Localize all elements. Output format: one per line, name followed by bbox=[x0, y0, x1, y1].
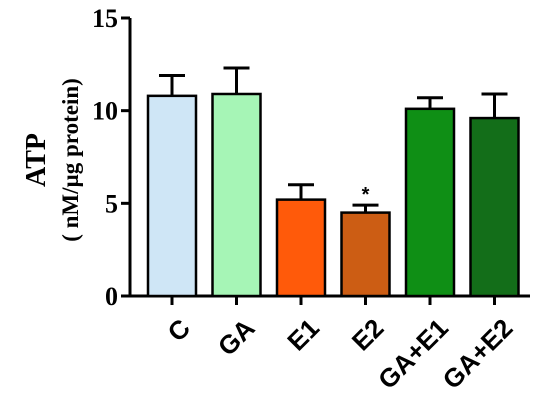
bar-e1 bbox=[275, 198, 327, 298]
bar-c bbox=[146, 94, 198, 298]
y-tick-label: 0 bbox=[105, 282, 118, 311]
y-axis: 0 5 10 15 bbox=[92, 4, 132, 311]
x-tick-label: C bbox=[162, 313, 197, 348]
x-tick-label: E2 bbox=[346, 313, 390, 357]
y-tick-label: 5 bbox=[105, 189, 118, 218]
x-tick-label: E1 bbox=[281, 313, 325, 357]
bar-ga bbox=[211, 92, 262, 298]
x-tick-label: GA+E2 bbox=[437, 313, 519, 395]
y-axis-unit: ( nM/µg protein) bbox=[58, 78, 83, 242]
y-tick-label: 10 bbox=[92, 97, 118, 126]
bar-ga-plus-e1 bbox=[404, 107, 456, 298]
y-axis-label: ATP ( nM/µg protein) bbox=[21, 78, 83, 242]
y-axis-title: ATP bbox=[21, 133, 52, 187]
y-tick-label: 15 bbox=[92, 4, 118, 33]
bar-e2 bbox=[340, 211, 391, 298]
x-tick-label: GA+E1 bbox=[372, 313, 454, 395]
bars: * bbox=[146, 66, 520, 298]
bar-ga-plus-e2 bbox=[469, 116, 520, 298]
x-axis bbox=[128, 294, 530, 305]
significance-marker: * bbox=[362, 184, 370, 206]
x-tick-label: GA bbox=[212, 313, 261, 362]
